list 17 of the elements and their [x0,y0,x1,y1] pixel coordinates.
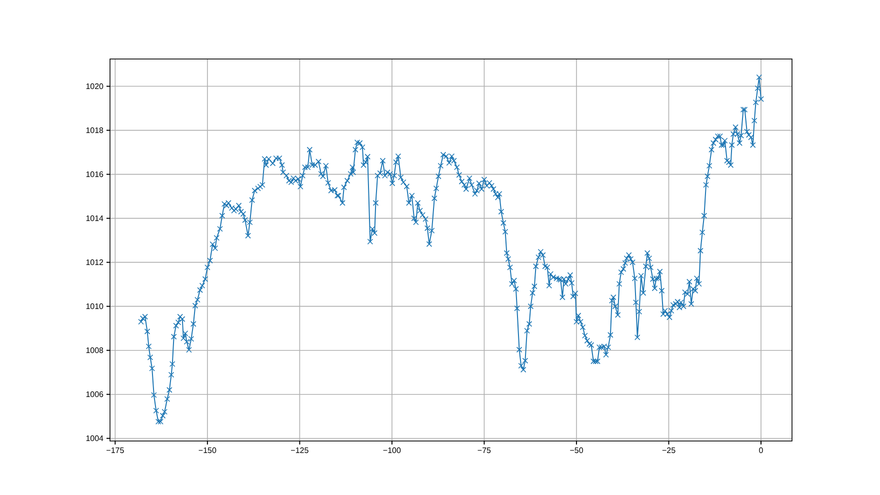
x-tick-label: −175 [106,446,125,456]
x-tick-label: −150 [198,446,217,456]
x-tick-label: −125 [290,446,310,456]
x-tick-label: −75 [477,446,492,456]
x-tick-label: −25 [662,446,676,456]
y-tick-label: 1004 [86,434,104,443]
y-tick-label: 1014 [86,214,104,223]
y-tick-label: 1008 [86,346,104,355]
y-tick-label: 1012 [86,258,104,267]
y-tick-label: 1020 [86,82,104,91]
y-tick-label: 1016 [86,170,104,179]
x-tick-label: 0 [758,446,764,456]
y-tick-label: 1010 [86,302,104,311]
y-tick-label: 1006 [86,390,104,399]
y-tick-label: 1018 [86,126,104,135]
x-tick-label: −50 [570,446,584,456]
x-tick-label: −100 [382,446,402,456]
